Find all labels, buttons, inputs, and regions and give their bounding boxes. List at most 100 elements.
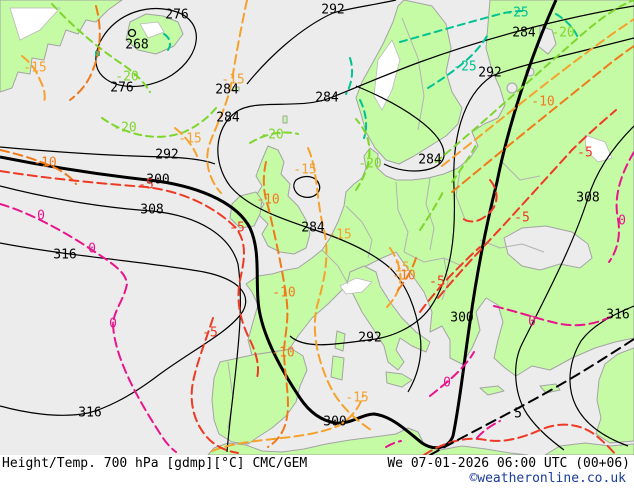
height-contour-316-west <box>0 242 247 416</box>
coastline-scandinavia <box>355 0 463 165</box>
contour-label-temp_minus15: -15 <box>345 391 368 406</box>
coastline-sicily <box>385 371 413 388</box>
contour-label-height: 300 <box>323 415 346 430</box>
height-contour-308-west <box>0 185 242 453</box>
contour-label-height: 316 <box>53 248 76 263</box>
temp-contours-minus5 <box>0 109 617 455</box>
contour-label-height: 292 <box>155 148 178 163</box>
contour-label-height: 292 <box>358 331 381 346</box>
temp-contours-plus5 <box>429 338 634 455</box>
map-datetime: We 07-01-2026 06:00 UTC (00+06) <box>387 456 630 471</box>
temp-contours-minus10 <box>0 5 634 448</box>
lake-ladoga <box>506 82 518 94</box>
height-contour-292-west <box>0 146 216 165</box>
contour-label-height: 300 <box>450 311 473 326</box>
weather-map: 276 268 276 284 284 292 300 308 316 316 292 284 284 2… <box>0 0 634 455</box>
contour-label-temp_minus15: -15 <box>386 261 409 276</box>
coastline-crete <box>479 385 505 396</box>
height-contours <box>0 0 634 453</box>
contour-label-temp_minus20: -20 <box>358 157 381 172</box>
contour-label-temp_minus10: -10 <box>272 286 295 301</box>
coastline-faroe <box>232 86 240 92</box>
contour-label-temp_minus25: -25 <box>453 60 476 75</box>
contour-label-temp_minus5: -5 <box>138 178 154 193</box>
height-contour-284-main <box>217 5 634 393</box>
contour-label-height: 284 <box>216 111 240 126</box>
contour-label-temp_minus10: -10 <box>256 193 279 208</box>
black-sea <box>503 225 593 271</box>
contour-label-temp_minus15: -15 <box>293 163 316 178</box>
coastline-north-africa <box>207 427 529 455</box>
contour-label-height: 276 <box>110 81 133 96</box>
snow-patches <box>9 7 613 295</box>
contour-label-height: 316 <box>78 406 101 421</box>
contour-label-temp_minus20: -20 <box>260 128 283 143</box>
coastline-italy <box>346 265 431 371</box>
contour-label-temp_0: 0 <box>37 209 45 224</box>
coastline-levant <box>595 347 634 444</box>
temp-contours-minus25 <box>95 10 579 139</box>
temp-contours-minus15 <box>21 0 634 452</box>
snow-greenland <box>9 7 61 41</box>
coastline-egypt <box>544 442 634 455</box>
contour-labels: 276 268 276 284 284 292 300 308 316 316 292 284 284 2… <box>23 3 629 430</box>
temp-contours-0 <box>0 151 634 453</box>
contour-label-temp_minus10: -10 <box>531 95 554 110</box>
height-contour-eddy <box>293 175 321 198</box>
contour-label-temp_minus15: -15 <box>221 73 244 88</box>
height-contour-316-east <box>569 305 634 447</box>
copyright-link[interactable]: ©weatheronline.co.uk <box>469 471 626 486</box>
contour-label-temp_minus10: -10 <box>33 156 56 171</box>
contour-label-temp_minus25: -25 <box>505 6 528 21</box>
height-contour-308-east <box>515 125 634 451</box>
contour-label-height: 284 <box>215 83 239 98</box>
snow-iceland <box>139 21 165 39</box>
height-contour-300 <box>0 0 558 450</box>
height-contour-292-north <box>246 0 397 85</box>
height-contour-292-east <box>289 37 634 346</box>
coastline-shetland <box>282 115 288 124</box>
snow-carpathians <box>584 134 613 163</box>
coastline-corsica <box>334 330 346 352</box>
contour-label-height: 308 <box>140 203 163 218</box>
contour-label-temp_0: 0 <box>618 214 626 229</box>
contour-label-temp_minus10: -10 <box>392 269 415 284</box>
contour-label-temp_minus5: -5 <box>514 211 530 226</box>
contour-label-height: 268 <box>125 38 148 53</box>
contour-label-temp_0: 0 <box>443 376 451 391</box>
snow-alps <box>339 277 373 295</box>
contour-label-temp_minus5: -5 <box>429 275 445 290</box>
contour-label-temp_0: 0 <box>88 242 96 257</box>
contour-label-temp_minus15: -15 <box>23 61 46 76</box>
contour-label-temp_minus15: -15 <box>328 228 351 243</box>
contour-label-temp_minus5: -5 <box>202 326 218 341</box>
contour-label-height: 300 <box>146 173 169 188</box>
low-center-marker <box>127 28 137 38</box>
contour-label-temp_0: 0 <box>528 315 536 330</box>
contour-label-height: 308 <box>576 191 599 206</box>
status-bar: Height/Temp. 700 hPa [gdmp][°C] CMC/GEM … <box>0 455 634 490</box>
contour-label-temp_minus5: -5 <box>577 146 593 161</box>
contour-label-temp_minus20: -20 <box>551 26 574 41</box>
contour-label-height: 316 <box>606 308 629 323</box>
contour-label-temp_0: 0 <box>109 317 117 332</box>
contour-label-temp_plus5: 5 <box>514 407 522 422</box>
map-title: Height/Temp. 700 hPa [gdmp][°C] CMC/GEM <box>2 456 308 471</box>
coastline-continental-europe <box>245 0 634 377</box>
coastline-cyprus <box>539 383 561 394</box>
contour-label-temp_minus5: -5 <box>229 221 245 236</box>
temperature-contours <box>0 0 634 455</box>
contour-label-height: 284 <box>418 153 442 168</box>
coastline-sardinia <box>330 355 345 381</box>
contour-label-height: 276 <box>165 8 188 23</box>
contour-label-height: 292 <box>321 3 344 18</box>
coastline-uk <box>255 145 311 255</box>
contour-label-height: 284 <box>301 221 325 236</box>
temp-contours-minus20 <box>51 0 634 231</box>
contour-label-temp_minus20: -20 <box>115 70 138 85</box>
contour-label-temp_minus15: -15 <box>178 132 201 147</box>
height-contour-284-baltic <box>355 85 445 172</box>
contour-label-temp_minus10: -10 <box>271 346 294 361</box>
contour-label-height: 284 <box>315 91 339 106</box>
